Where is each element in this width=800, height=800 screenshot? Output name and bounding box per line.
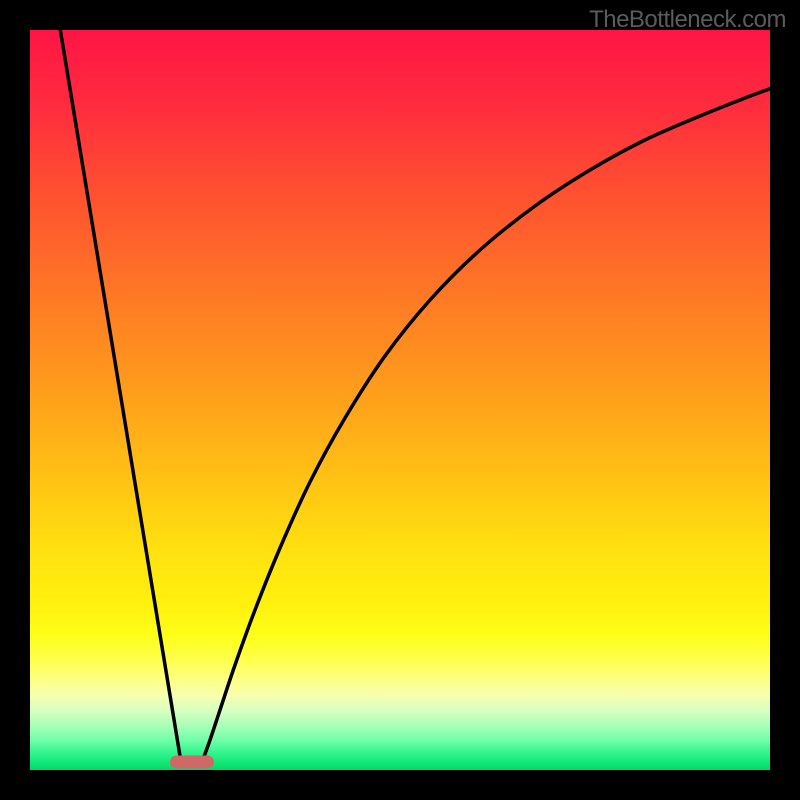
bottleneck-chart <box>0 0 800 800</box>
gradient-background <box>30 30 770 770</box>
watermark-text: TheBottleneck.com <box>589 6 786 34</box>
chart-container: TheBottleneck.com <box>0 0 800 800</box>
optimal-marker <box>170 756 214 769</box>
